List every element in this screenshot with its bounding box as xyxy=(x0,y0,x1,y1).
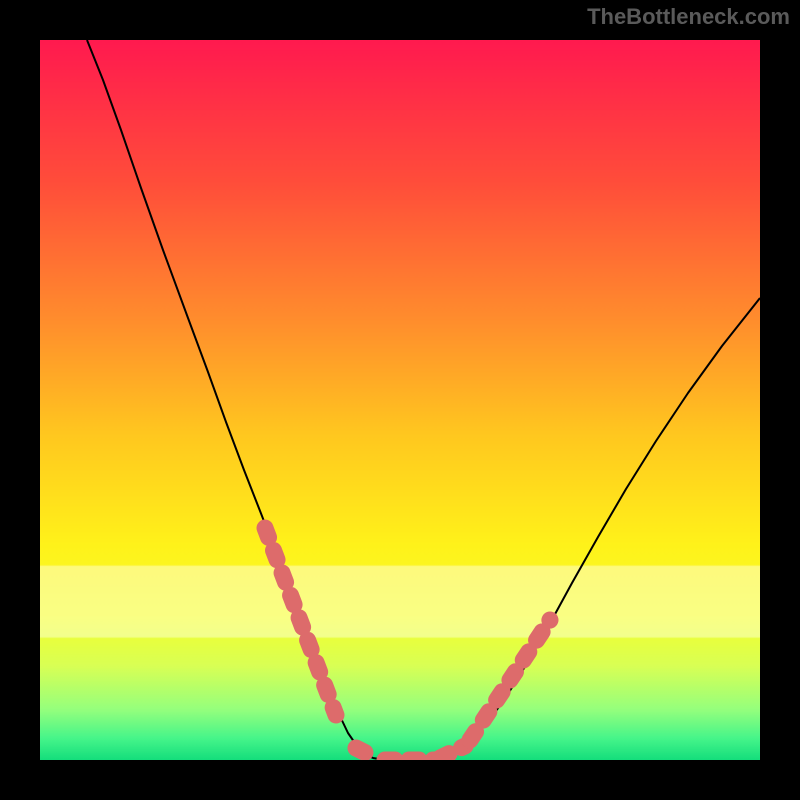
highlight-dots-3 xyxy=(440,746,465,758)
bottleneck-curve xyxy=(87,40,760,760)
watermark-text: TheBottleneck.com xyxy=(587,4,790,30)
highlight-dots-0 xyxy=(265,528,336,715)
chart-root: TheBottleneck.com xyxy=(0,0,800,800)
highlight-dots-4 xyxy=(470,620,550,740)
plot-area xyxy=(40,40,760,760)
curve-layer xyxy=(40,40,760,760)
highlight-dots-1 xyxy=(356,748,376,758)
